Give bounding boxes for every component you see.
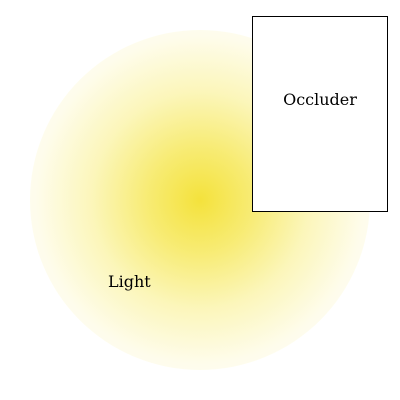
occluder-box: Occluder [252, 16, 388, 212]
light-label: Light [108, 272, 151, 291]
occluder-label: Occluder [283, 90, 357, 109]
